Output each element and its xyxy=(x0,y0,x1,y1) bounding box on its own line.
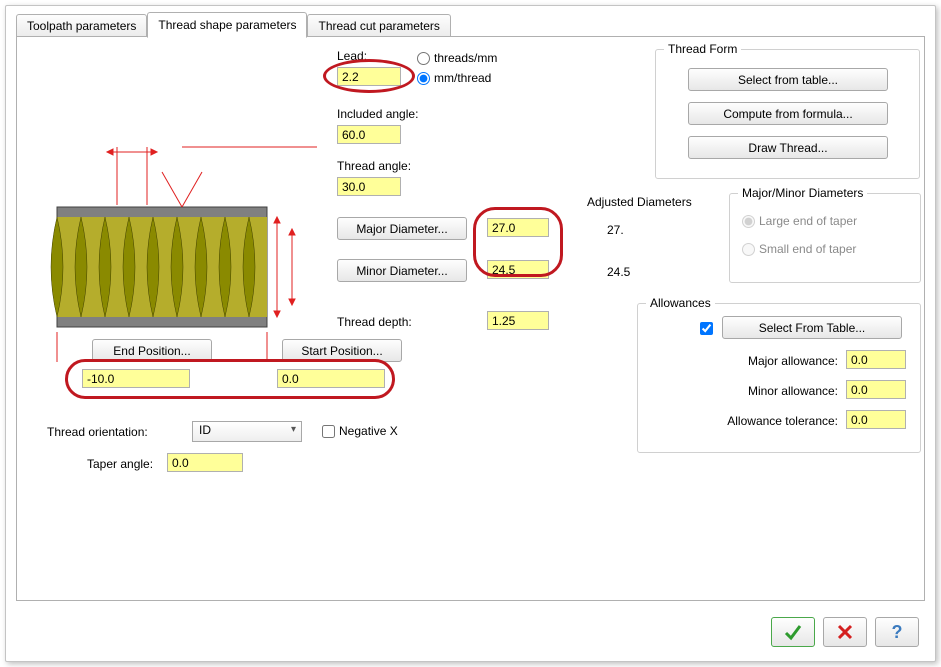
included-angle-input[interactable] xyxy=(337,125,401,144)
tab-strip: Toolpath parameters Thread shape paramet… xyxy=(16,12,925,36)
check-icon xyxy=(783,622,803,642)
thread-depth-input[interactable] xyxy=(487,311,549,330)
major-minor-group: Major/Minor Diameters Large end of taper… xyxy=(729,193,921,283)
lead-input[interactable] xyxy=(337,67,401,86)
small-end-label: Small end of taper xyxy=(759,242,856,256)
lead-unit-threads-label: threads/mm xyxy=(434,51,497,65)
minor-allowance-input[interactable] xyxy=(846,380,906,399)
allowance-tolerance-label: Allowance tolerance: xyxy=(727,414,838,428)
allowance-tolerance-input[interactable] xyxy=(846,410,906,429)
major-diameter-input[interactable] xyxy=(487,218,549,237)
included-angle-label: Included angle: xyxy=(337,107,418,121)
compute-from-formula-button[interactable]: Compute from formula... xyxy=(688,102,888,125)
allowances-legend: Allowances xyxy=(646,296,715,310)
lead-unit-mm-label: mm/thread xyxy=(434,71,491,85)
help-button[interactable]: ? xyxy=(875,617,919,647)
thread-orientation-label: Thread orientation: xyxy=(47,425,148,439)
major-diameter-button[interactable]: Major Diameter... xyxy=(337,217,467,240)
question-icon: ? xyxy=(892,622,903,643)
minor-diameter-input[interactable] xyxy=(487,260,549,279)
cancel-button[interactable] xyxy=(823,617,867,647)
major-allowance-input[interactable] xyxy=(846,350,906,369)
thread-angle-label: Thread angle: xyxy=(337,159,411,173)
negative-x-label: Negative X xyxy=(339,424,398,438)
draw-thread-button[interactable]: Draw Thread... xyxy=(688,136,888,159)
dialog-footer: ? xyxy=(771,617,919,647)
large-end-label: Large end of taper xyxy=(759,214,857,228)
start-position-button[interactable]: Start Position... xyxy=(282,339,402,362)
tab-panel: Lead: threads/mm mm/thread Included angl… xyxy=(16,36,925,601)
negative-x-row[interactable]: Negative X xyxy=(322,424,398,438)
end-position-input[interactable] xyxy=(82,369,190,388)
dialog-window: Toolpath parameters Thread shape paramet… xyxy=(5,5,936,662)
adjusted-minor-value: 24.5 xyxy=(607,265,630,279)
large-end-radio xyxy=(742,215,755,228)
negative-x-checkbox[interactable] xyxy=(322,425,335,438)
thread-angle-input[interactable] xyxy=(337,177,401,196)
allowances-enable-checkbox[interactable] xyxy=(700,322,713,335)
allowance-select-table-button[interactable]: Select From Table... xyxy=(722,316,902,339)
adjusted-diameters-header: Adjusted Diameters xyxy=(587,195,692,209)
major-allowance-label: Major allowance: xyxy=(748,354,838,368)
small-end-row: Small end of taper xyxy=(742,242,856,256)
lead-label: Lead: xyxy=(337,49,367,63)
thread-depth-label: Thread depth: xyxy=(337,315,412,329)
major-minor-legend: Major/Minor Diameters xyxy=(738,186,867,200)
taper-angle-label: Taper angle: xyxy=(87,457,153,471)
tab-thread-shape[interactable]: Thread shape parameters xyxy=(147,12,307,38)
ok-button[interactable] xyxy=(771,617,815,647)
lead-unit-mm-row[interactable]: mm/thread xyxy=(417,71,491,85)
start-position-input[interactable] xyxy=(277,369,385,388)
tab-thread-cut[interactable]: Thread cut parameters xyxy=(307,14,450,37)
lead-unit-mm-radio[interactable] xyxy=(417,72,430,85)
allowances-group: Allowances Select From Table... Major al… xyxy=(637,303,921,453)
taper-angle-input[interactable] xyxy=(167,453,243,472)
close-icon xyxy=(836,623,854,641)
thread-form-legend: Thread Form xyxy=(664,42,741,56)
minor-diameter-button[interactable]: Minor Diameter... xyxy=(337,259,467,282)
thread-form-group: Thread Form Select from table... Compute… xyxy=(655,49,920,179)
tab-toolpath[interactable]: Toolpath parameters xyxy=(16,14,147,37)
lead-unit-threads-row[interactable]: threads/mm xyxy=(417,51,497,65)
large-end-row: Large end of taper xyxy=(742,214,857,228)
end-position-button[interactable]: End Position... xyxy=(92,339,212,362)
lead-unit-threads-radio[interactable] xyxy=(417,52,430,65)
minor-allowance-label: Minor allowance: xyxy=(748,384,838,398)
select-from-table-button[interactable]: Select from table... xyxy=(688,68,888,91)
thread-orientation-select[interactable]: ID xyxy=(192,421,302,442)
adjusted-major-value: 27. xyxy=(607,223,624,237)
small-end-radio xyxy=(742,243,755,256)
